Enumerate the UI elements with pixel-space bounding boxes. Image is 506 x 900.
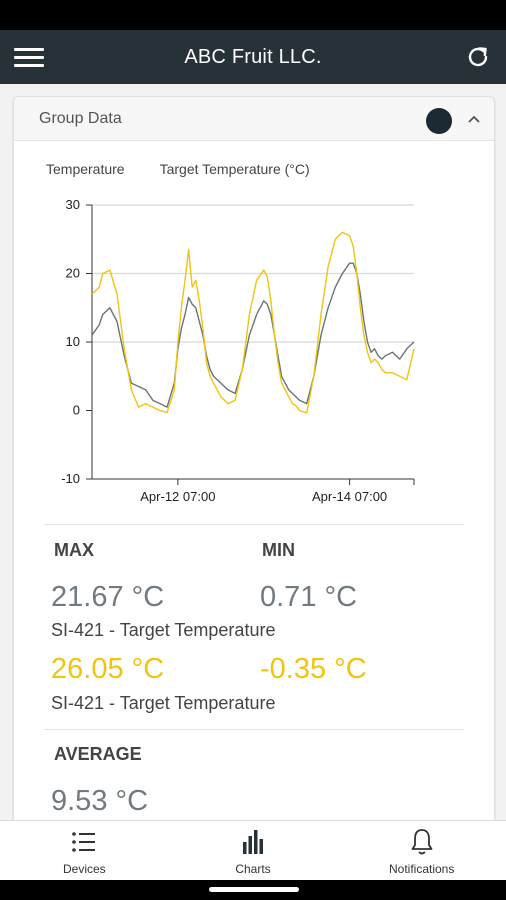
bar-chart-icon	[243, 830, 263, 854]
y-tick-label: 0	[73, 403, 80, 418]
temperature-caption: SI-421 - Target Temperature	[51, 620, 276, 640]
target-min-value: -0.35 °C	[260, 653, 367, 685]
average-label: AVERAGE	[54, 744, 142, 764]
nav-charts-label: Charts	[235, 862, 271, 876]
device-status-icon	[426, 108, 452, 134]
list-icon	[72, 832, 96, 852]
target-max-value: 26.05 °C	[51, 653, 165, 685]
y-tick-label: -10	[61, 471, 80, 486]
divider	[44, 524, 464, 525]
legend-temperature[interactable]: Temperature	[46, 161, 125, 177]
temperature-min-value: 0.71 °C	[260, 581, 358, 613]
temperature-average-value: 9.53 °C	[51, 785, 149, 817]
nav-devices-label: Devices	[62, 862, 106, 876]
chart-legend: Temperature Target Temperature (°C)	[46, 161, 310, 177]
home-indicator[interactable]	[209, 887, 299, 892]
y-tick-label: 20	[66, 266, 80, 281]
bell-icon	[411, 829, 433, 855]
chevron-up-icon[interactable]	[466, 111, 482, 127]
series-line-target-temperature	[91, 231, 415, 414]
nav-charts[interactable]: Charts	[169, 821, 338, 880]
temperature-max-value: 21.67 °C	[51, 581, 165, 613]
y-tick-label: 30	[66, 197, 80, 212]
main-content: Group Data Temperature Target Temperatur…	[0, 84, 506, 820]
temperature-line-chart: 30 20 10 0 -10 Apr-12 07:00 Apr-14 07:00	[61, 197, 415, 504]
refresh-icon[interactable]	[464, 43, 492, 71]
max-label: MAX	[54, 540, 94, 560]
x-tick-label: Apr-12 07:00	[140, 489, 215, 504]
bottom-navigation: Devices Charts Notifications	[0, 820, 506, 880]
y-tick-label: 10	[66, 334, 80, 349]
nav-notifications[interactable]: Notifications	[337, 821, 506, 880]
gesture-bar	[0, 880, 506, 900]
min-label: MIN	[262, 540, 295, 560]
nav-notifications-label: Notifications	[388, 862, 455, 876]
divider	[44, 729, 464, 730]
app-title: ABC Fruit LLC.	[184, 45, 322, 68]
card-header[interactable]: Group Data	[14, 97, 494, 141]
group-data-card: Group Data Temperature Target Temperatur…	[13, 96, 495, 820]
nav-devices[interactable]: Devices	[0, 821, 169, 880]
hamburger-icon[interactable]	[14, 45, 46, 69]
card-title: Group Data	[39, 109, 122, 127]
target-caption: SI-421 - Target Temperature	[51, 693, 276, 713]
series-line-temperature	[91, 262, 415, 408]
legend-target-temperature[interactable]: Target Temperature (°C)	[159, 161, 310, 177]
app-bar: ABC Fruit LLC.	[0, 30, 506, 84]
x-tick-label: Apr-14 07:00	[312, 489, 387, 504]
status-bar	[0, 0, 506, 30]
